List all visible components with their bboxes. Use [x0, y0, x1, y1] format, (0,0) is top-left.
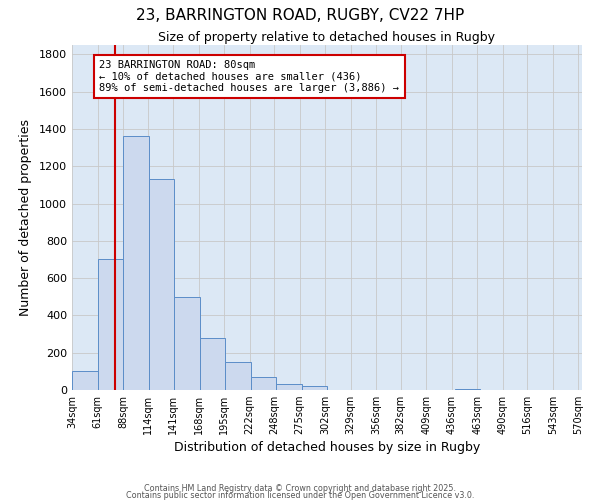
Text: Contains HM Land Registry data © Crown copyright and database right 2025.: Contains HM Land Registry data © Crown c…: [144, 484, 456, 493]
Y-axis label: Number of detached properties: Number of detached properties: [19, 119, 32, 316]
Text: 23 BARRINGTON ROAD: 80sqm
← 10% of detached houses are smaller (436)
89% of semi: 23 BARRINGTON ROAD: 80sqm ← 10% of detac…: [100, 60, 400, 93]
X-axis label: Distribution of detached houses by size in Rugby: Distribution of detached houses by size …: [174, 442, 480, 454]
Title: Size of property relative to detached houses in Rugby: Size of property relative to detached ho…: [158, 31, 496, 44]
Bar: [276, 384, 302, 390]
Bar: [302, 386, 327, 390]
Text: Contains public sector information licensed under the Open Government Licence v3: Contains public sector information licen…: [126, 490, 474, 500]
Bar: [455, 389, 480, 390]
Bar: [97, 260, 123, 390]
Bar: [123, 136, 149, 390]
Text: 23, BARRINGTON ROAD, RUGBY, CV22 7HP: 23, BARRINGTON ROAD, RUGBY, CV22 7HP: [136, 8, 464, 22]
Bar: [72, 372, 97, 390]
Bar: [149, 180, 174, 390]
Bar: [174, 297, 199, 390]
Bar: [251, 377, 276, 390]
Bar: [225, 362, 251, 390]
Bar: [199, 338, 225, 390]
